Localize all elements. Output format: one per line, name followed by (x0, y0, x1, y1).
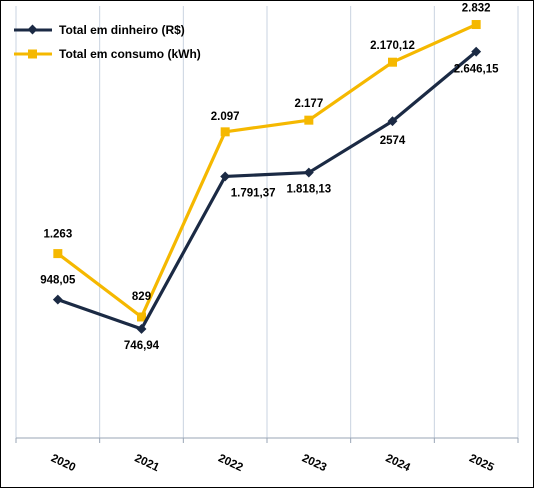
legend: Total em dinheiro (R$) Total em consumo … (14, 23, 201, 61)
x-tick-label-2024: 2024 (384, 452, 413, 474)
legend-cash-swatch-marker (27, 24, 38, 35)
x-tick-label-2021: 2021 (133, 452, 162, 474)
data-label-series-0-2022: 1.791,37 (231, 187, 276, 199)
legend-consumption-label: Total em consumo (kWh) (59, 47, 201, 61)
data-label-series-1-2025: 2.832 (462, 3, 491, 15)
series-0-point-2023 (303, 167, 314, 178)
legend-item-cash: Total em dinheiro (R$) (14, 23, 185, 37)
legend-item-consumption: Total em consumo (kWh) (14, 47, 201, 61)
series-1-point-2022 (220, 127, 230, 137)
x-tick-label-2020: 2020 (49, 452, 77, 474)
data-label-series-1-2020: 1.263 (43, 229, 72, 241)
data-label-series-0-2021: 746,94 (124, 340, 160, 352)
data-labels: 948,05 746,94 1.791,37 1.818,13 2574 2.646,15… (40, 3, 499, 352)
series-0-point-2020 (52, 294, 63, 305)
gridlines (15, 6, 519, 438)
series-line-0 (57, 50, 478, 331)
series-1-point-2021 (137, 312, 146, 322)
data-label-series-1-2023: 2.177 (294, 98, 323, 110)
series-1-point-2023 (304, 115, 314, 125)
x-tick-label-2022: 2022 (216, 452, 244, 474)
data-label-series-0-2020: 948,05 (40, 275, 76, 287)
series-1-point-2025 (471, 20, 481, 30)
series-line-1 (56, 23, 477, 319)
legend-cash-label: Total em dinheiro (R$) (59, 23, 185, 37)
x-tick-label-2025: 2025 (467, 452, 496, 474)
series-1-point-2024 (388, 57, 397, 67)
series-layer (52, 20, 482, 334)
data-label-series-0-2024: 2574 (380, 135, 406, 147)
data-label-series-0-2023: 1.818,13 (286, 184, 331, 196)
x-tick-label-2023: 2023 (300, 452, 328, 474)
x-axis: 2020 2021 2022 2023 2024 2025 (15, 437, 519, 474)
data-label-series-0-2025: 2.646,15 (454, 64, 499, 76)
data-label-series-1-2022: 2.097 (211, 111, 240, 123)
data-label-series-1-2024: 2.170,12 (370, 40, 415, 52)
legend-consumption-swatch-marker (28, 49, 37, 59)
series-0-point-2021 (136, 323, 147, 334)
series-1-point-2020 (53, 249, 63, 259)
series-0-point-2022 (220, 171, 231, 182)
data-label-series-1-2021: 829 (132, 291, 151, 303)
